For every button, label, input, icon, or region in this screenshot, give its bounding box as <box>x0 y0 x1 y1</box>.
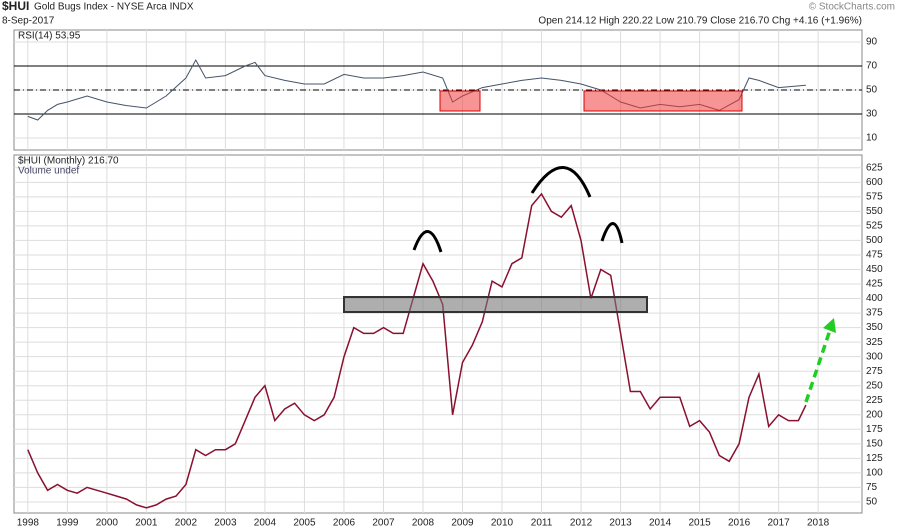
quote: Open 214.12 High 220.22 Low 210.79 Close… <box>538 16 862 27</box>
y-tick-label: 550 <box>866 206 883 217</box>
x-tick-label: 2002 <box>175 518 198 529</box>
y-tick-label: 450 <box>866 264 883 275</box>
x-tick-label: 2010 <box>491 518 514 529</box>
y-tick-label: 175 <box>866 424 883 435</box>
y-tick-label: 575 <box>866 191 883 202</box>
x-tick-label: 2005 <box>293 518 316 529</box>
y-tick-label: 475 <box>866 250 883 261</box>
x-tick-label: 2012 <box>570 518 593 529</box>
panel <box>13 154 863 514</box>
x-tick-label: 2008 <box>412 518 435 529</box>
y-tick-label: 625 <box>866 162 883 173</box>
shoulder-arc <box>412 230 443 253</box>
x-tick-label: 2000 <box>96 518 119 529</box>
head-arc <box>530 166 592 198</box>
y-tick-label: 400 <box>866 293 883 304</box>
arrow-head <box>823 318 836 333</box>
y-tick-label: 300 <box>866 351 883 362</box>
y-tick-label: 200 <box>866 409 883 420</box>
y-tick-label: 250 <box>866 380 883 391</box>
x-tick-label: 2007 <box>372 518 395 529</box>
y-tick-label: 10 <box>866 133 878 144</box>
shoulder-arc <box>600 222 624 244</box>
y-tick-label: 50 <box>866 497 878 508</box>
y-tick-label: 350 <box>866 322 883 333</box>
panel-title: RSI(14) 53.95 <box>18 31 81 42</box>
y-tick-label: 500 <box>866 235 883 246</box>
y-tick-label: 150 <box>866 438 883 449</box>
y-tick-label: 50 <box>866 85 878 96</box>
rsi-highlight <box>439 90 481 112</box>
symbol: $HUI <box>2 0 29 13</box>
credit: © StockCharts.com <box>809 2 895 13</box>
index-name: Gold Bugs Index - NYSE Arca INDX <box>34 2 194 13</box>
y-tick-label: 100 <box>866 468 883 479</box>
x-tick-label: 2011 <box>531 518 553 529</box>
panel-title: $HUI (Monthly) 216.70 <box>18 156 119 167</box>
y-tick-label: 30 <box>866 109 878 120</box>
y-tick-label: 325 <box>866 337 883 348</box>
x-tick-label: 2016 <box>728 518 751 529</box>
x-tick-label: 2018 <box>807 518 830 529</box>
date: 8-Sep-2017 <box>2 16 55 27</box>
y-tick-label: 70 <box>866 61 878 72</box>
y-tick-label: 225 <box>866 395 883 406</box>
x-tick-label: 2014 <box>649 518 672 529</box>
y-tick-label: 90 <box>866 37 878 48</box>
y-tick-label: 375 <box>866 308 883 319</box>
x-tick-label: 2009 <box>451 518 474 529</box>
x-tick-label: 2004 <box>254 518 277 529</box>
x-tick-label: 1999 <box>56 518 79 529</box>
support-zone <box>343 296 648 313</box>
x-tick-label: 2017 <box>767 518 790 529</box>
y-tick-label: 125 <box>866 453 883 464</box>
x-tick-label: 2006 <box>333 518 356 529</box>
rsi-highlight <box>583 90 743 112</box>
x-tick-label: 2003 <box>214 518 237 529</box>
data-line <box>27 192 807 509</box>
y-tick-label: 600 <box>866 177 883 188</box>
x-tick-label: 2013 <box>609 518 632 529</box>
y-tick-label: 525 <box>866 221 883 232</box>
y-tick-label: 75 <box>866 482 878 493</box>
x-tick-label: 2001 <box>135 518 158 529</box>
y-tick-label: 275 <box>866 366 883 377</box>
panel-subtitle: Volume undef <box>18 166 79 177</box>
y-tick-label: 425 <box>866 279 883 290</box>
x-tick-label: 2015 <box>688 518 711 529</box>
x-tick-label: 1998 <box>17 518 40 529</box>
